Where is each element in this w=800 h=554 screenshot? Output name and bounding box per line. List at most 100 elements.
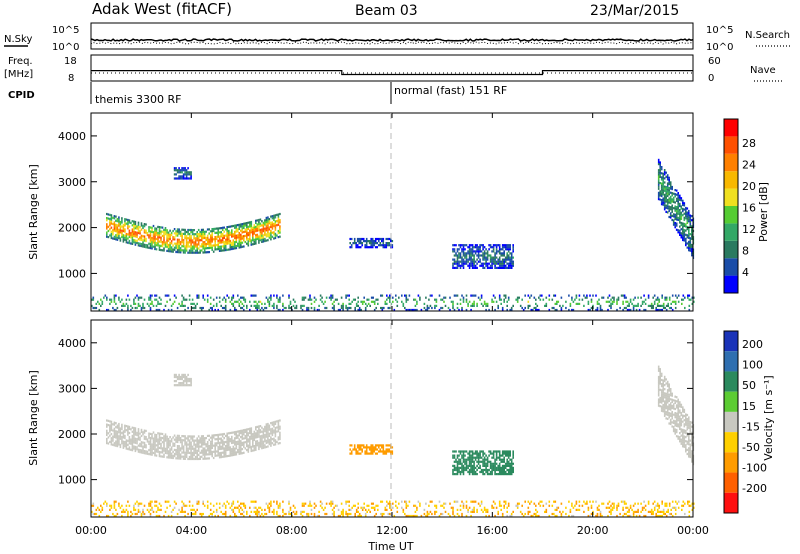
velocity-echo-cell [486,460,489,463]
power-echo-cell [115,238,117,241]
velocity-echo-cell [249,442,251,445]
power-echo-cell [425,296,427,299]
power-echo-cell [372,300,374,303]
velocity-echo-cell [482,473,484,476]
velocity-echo-cell [677,437,679,440]
power-echo-cell [160,238,162,241]
velocity-echo-cell [671,394,673,397]
power-echo-cell [682,298,685,301]
velocity-echo-cell [492,456,495,459]
velocity-echo-cell [387,448,389,451]
power-echo-cell [459,260,462,263]
power-echo-cell [607,296,609,299]
power-echo-cell [273,214,275,217]
velocity-echo-cell [154,433,156,436]
power-echo-cell [167,231,170,234]
power-echo-cell [179,234,182,237]
power-echo-cell [106,217,108,220]
power-echo-cell [160,240,162,243]
power-echo-cell [262,308,265,312]
power-echo-cell [112,222,114,226]
power-echo-cell [214,248,216,251]
power-echo-cell [249,308,251,312]
velocity-echo-cell [166,456,168,459]
power-echo-cell [190,249,192,252]
power-echo-cell [261,236,263,239]
power-echo-cell [190,175,192,178]
power-echo-cell [376,237,378,241]
power-echo-cell [252,243,254,246]
velocity-echo-cell [273,425,275,428]
power-echo-cell [184,237,186,240]
velocity-echo-cell [149,504,152,507]
power-echo-cell [510,252,513,255]
power-echo-cell [680,223,683,227]
velocity-echo-cell [106,425,108,428]
velocity-echo-cell [361,508,364,511]
velocity-echo-cell [686,432,689,435]
power-echo-cell [331,306,334,310]
velocity-echo-cell [243,451,245,454]
velocity-echo-cell [215,502,218,505]
power-echo-cell [616,300,618,303]
velocity-echo-cell [468,470,471,474]
power-echo-cell [133,302,135,305]
power-echo-cell [544,304,546,307]
velocity-echo-cell [143,452,146,455]
power-echo-cell [688,298,691,301]
power-echo-cell [137,302,140,305]
velocity-echo-cell [124,430,126,433]
velocity-echo-cell [134,433,137,436]
velocity-echo-cell [154,452,156,455]
velocity-echo-cell [273,431,275,434]
power-echo-cell [121,231,123,234]
power-echo-cell [492,300,495,303]
power-echo-cell [307,306,310,310]
velocity-echo-cell [350,450,353,453]
power-echo-cell [164,231,167,234]
velocity-echo-cell [234,437,236,440]
power-echo-cell [265,296,268,299]
power-echo-cell [175,167,177,170]
power-echo-cell [565,306,567,310]
power-echo-cell [181,304,183,307]
power-echo-cell [271,215,274,218]
power-echo-cell [675,216,678,219]
power-echo-cell [122,302,125,305]
power-echo-cell [282,302,284,305]
power-colorbar-tick: 16 [742,202,756,215]
velocity-echo-cell [124,510,126,513]
power-echo-cell [218,231,221,234]
velocity-echo-cell [106,442,108,445]
power-echo-cell [456,294,459,297]
velocity-echo-cell [686,418,689,421]
velocity-echo-cell [202,502,204,505]
velocity-echo-cell [669,420,672,423]
power-echo-cell [273,218,275,221]
power-echo-cell [689,241,692,244]
power-echo-cell [271,217,274,220]
power-echo-cell [387,242,389,245]
velocity-echo-cell [668,408,670,411]
velocity-echo-cell [282,514,284,518]
power-echo-cell [223,226,225,229]
velocity-echo-cell [160,445,162,448]
power-echo-cell [659,194,661,197]
power-echo-cell [416,300,418,303]
velocity-echo-cell [212,444,215,447]
velocity-echo-cell [268,432,271,435]
velocity-echo-cell [217,448,219,451]
velocity-echo-cell [243,514,245,518]
power-echo-cell [115,302,117,305]
power-echo-cell [473,258,475,261]
power-echo-cell [489,254,492,257]
velocity-echo-cell [202,437,204,440]
power-echo-cell [182,241,185,244]
power-echo-cell [452,300,454,303]
velocity-echo-cell [674,428,676,431]
velocity-echo-cell [175,453,177,456]
power-echo-cell [182,249,185,252]
velocity-echo-cell [194,449,197,452]
velocity-echo-cell [193,457,195,461]
velocity-echo-cell [455,460,457,463]
